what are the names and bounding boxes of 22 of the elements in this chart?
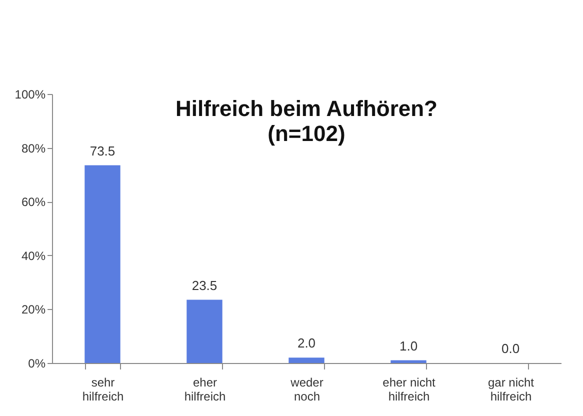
y-tick-label: 20%: [21, 302, 46, 317]
bar: [390, 360, 426, 363]
bar: [84, 165, 120, 363]
bar: [288, 358, 324, 363]
y-tick-label: 0%: [28, 356, 46, 370]
y-tick-label: 60%: [21, 195, 46, 210]
data-label: 73.5: [90, 143, 116, 158]
y-tick-label: 100%: [14, 88, 46, 102]
x-tick-label: eher hilfreich: [184, 376, 226, 404]
data-label: 1.0: [399, 338, 418, 354]
data-label: 2.0: [297, 336, 316, 351]
x-tick-label: sehr hilfreich: [82, 376, 124, 404]
x-tick-label: weder noch: [290, 376, 324, 404]
chart-title: Hilfreich beim Aufhören?: [176, 96, 438, 121]
data-label: 0.0: [501, 341, 520, 356]
y-tick-label: 40%: [21, 248, 46, 263]
data-label: 23.5: [192, 278, 218, 293]
y-tick-label: 80%: [21, 141, 46, 156]
x-tick-label: gar nicht hilfreich: [488, 376, 535, 404]
x-tick-label: eher nicht hilfreich: [382, 376, 436, 404]
bar: [186, 300, 222, 363]
text: (n=102): [268, 121, 346, 146]
